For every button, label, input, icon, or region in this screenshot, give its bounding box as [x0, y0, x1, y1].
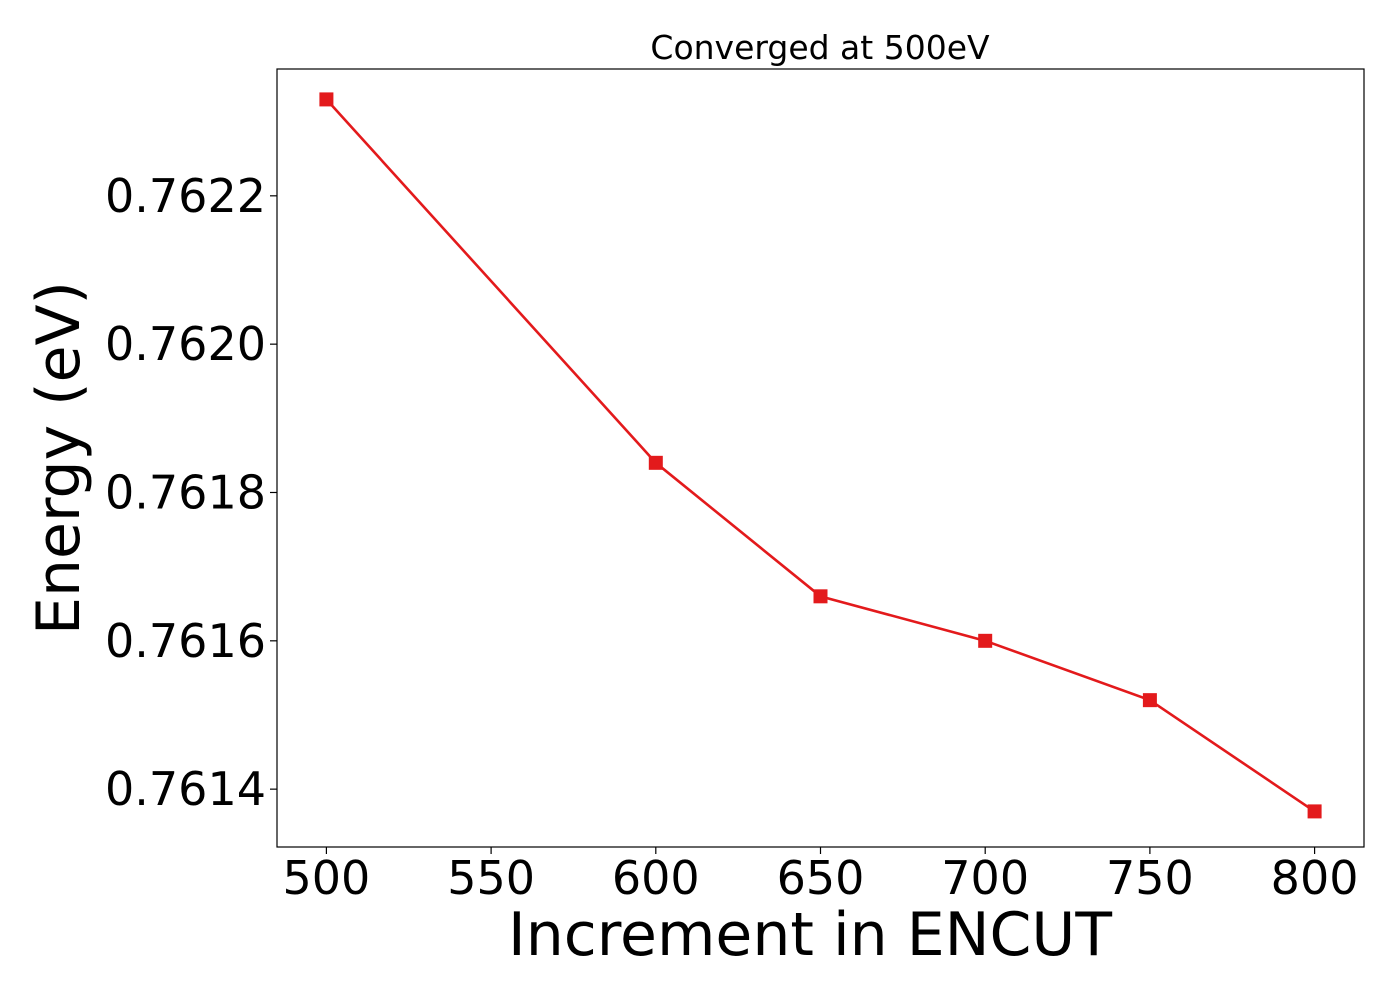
- x-tick-label: 500: [283, 851, 371, 905]
- data-point-marker: [813, 589, 828, 604]
- y-axis-label: Energy (eV): [24, 281, 94, 635]
- y-tick-label: 0.7616: [105, 614, 266, 668]
- x-tick-label: 800: [1271, 851, 1359, 905]
- y-tick-label: 0.7622: [105, 169, 266, 223]
- y-tick-label: 0.7614: [105, 762, 266, 816]
- data-point-marker: [1142, 693, 1157, 708]
- data-point-marker: [319, 92, 334, 107]
- y-tick-label: 0.7620: [105, 317, 266, 371]
- data-point-marker: [1307, 804, 1322, 819]
- x-tick-label: 550: [447, 851, 535, 905]
- x-tick-label: 700: [941, 851, 1029, 905]
- data-point-marker: [978, 633, 993, 648]
- chart-title: Converged at 500eV: [650, 28, 990, 67]
- x-tick-label: 600: [612, 851, 700, 905]
- x-tick-label: 650: [777, 851, 865, 905]
- y-axis-ticks: 0.7614 0.7616 0.7618 0.7620 0.7622: [105, 169, 277, 816]
- axes-frame: [276, 68, 1365, 848]
- data-point-marker: [648, 455, 663, 470]
- plot-area: [319, 92, 1322, 819]
- series-line: [325, 98, 1316, 813]
- x-axis-label: Increment in ENCUT: [508, 900, 1112, 970]
- x-axis-ticks: 500 550 600 650 700 750 800: [283, 847, 1359, 905]
- y-tick-label: 0.7618: [105, 465, 266, 519]
- x-tick-label: 750: [1106, 851, 1194, 905]
